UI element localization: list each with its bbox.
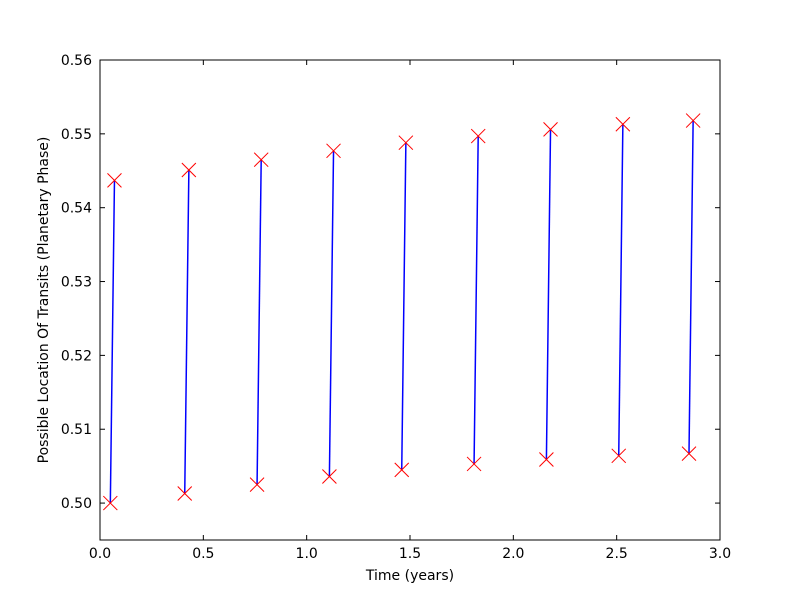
upper-point-marker (326, 143, 341, 159)
lower-point-marker (177, 486, 193, 501)
y-tick-label: 0.53 (61, 275, 92, 291)
x-tick-label: 2.5 (606, 546, 628, 562)
transit-segment (617, 124, 624, 456)
axis-ticks: 0.0 0.5 1.0 1.5 2.0 2.5 3.0 0.50 0.51 0.52 0.53 0.5… (61, 53, 731, 562)
lower-point-marker (539, 452, 554, 467)
transit-segment (109, 180, 116, 504)
transit-segment (256, 159, 262, 485)
x-tick-label: 0.5 (192, 546, 214, 562)
upper-point-marker (615, 116, 631, 132)
lower-point-marker (102, 495, 118, 511)
y-tick-label: 0.54 (61, 201, 92, 217)
transit-segment (183, 170, 190, 494)
x-tick-label: 1.0 (296, 546, 318, 562)
upper-point-marker (181, 162, 197, 178)
x-tick-label: 2.0 (502, 546, 524, 562)
x-tick-label: 3.0 (709, 546, 731, 562)
upper-point-marker (107, 173, 122, 188)
transit-segment (545, 129, 552, 460)
upper-point-marker (470, 128, 486, 144)
transit-segment (328, 150, 335, 477)
plot-marks (102, 113, 701, 511)
lower-point-marker (322, 469, 337, 484)
transit-segment (688, 120, 694, 454)
upper-point-marker (685, 113, 701, 128)
lower-point-marker (611, 448, 627, 464)
y-tick-label: 0.56 (61, 53, 92, 69)
y-axis-label: Possible Location Of Transits (Planetary… (36, 137, 52, 464)
lower-point-marker (466, 456, 482, 472)
transit-segment (400, 142, 407, 470)
y-tick-label: 0.51 (61, 422, 92, 438)
transit-segment (473, 136, 479, 464)
lower-point-marker (394, 462, 410, 478)
upper-point-marker (543, 122, 558, 137)
lower-point-marker (681, 446, 697, 461)
x-axis-label: Time (years) (365, 568, 454, 584)
y-tick-label: 0.55 (61, 127, 92, 143)
x-tick-label: 1.5 (399, 546, 421, 562)
y-tick-label: 0.52 (61, 348, 92, 364)
upper-point-marker (253, 152, 269, 168)
plot-frame (99, 59, 721, 541)
x-tick-label: 0.0 (89, 546, 111, 562)
upper-point-marker (398, 135, 414, 151)
lower-point-marker (249, 477, 265, 492)
y-tick-label: 0.50 (61, 496, 92, 512)
